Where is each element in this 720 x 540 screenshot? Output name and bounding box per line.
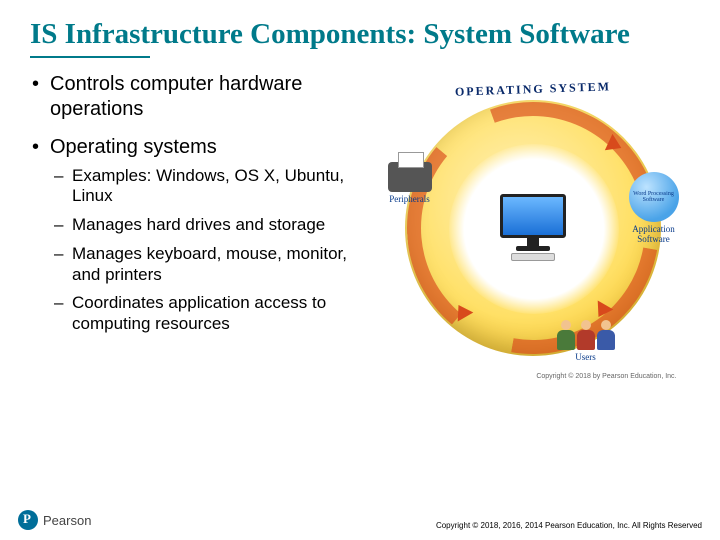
node-peripherals: Peripherals [375,162,445,204]
footer: Pearson Copyright © 2018, 2016, 2014 Pea… [0,510,720,530]
diagram-column: OPERATING SYSTEM Peripherals Word Proces… [375,72,690,378]
slide-title: IS Infrastructure Components: System Sof… [0,0,720,56]
sub-bullet-item: Examples: Windows, OS X, Ubuntu, Linux [50,166,375,207]
monitor-icon [495,194,571,262]
pearson-logo: Pearson [18,510,91,530]
sub-bullet-list: Examples: Windows, OS X, Ubuntu, Linux M… [50,166,375,335]
users-icon [557,308,615,350]
sub-bullet-item: Manages hard drives and storage [50,215,375,236]
node-users: Users [551,308,621,362]
title-underline [30,56,150,58]
bullet-item: Operating systems Examples: Windows, OS … [30,135,375,335]
diagram-copyright: Copyright © 2018 by Pearson Education, I… [536,373,676,380]
os-arc-label: OPERATING SYSTEM [432,79,632,101]
footer-copyright: Copyright © 2018, 2016, 2014 Pearson Edu… [436,521,702,530]
content-row: Controls computer hardware operations Op… [0,72,720,378]
text-column: Controls computer hardware operations Op… [30,72,375,378]
node-label: Peripherals [375,194,445,204]
node-application: Word Processing Software Application Sof… [619,172,689,244]
bullet-list: Controls computer hardware operations Op… [30,72,375,334]
app-sphere-icon: Word Processing Software [629,172,679,222]
bullet-item: Controls computer hardware operations [30,72,375,121]
pearson-wordmark: Pearson [43,513,91,528]
bullet-text: Operating systems [50,136,217,158]
sub-bullet-item: Coordinates application access to comput… [50,293,375,334]
pearson-badge-icon [18,510,38,530]
node-label: Users [551,352,621,362]
sub-bullet-item: Manages keyboard, mouse, monitor, and pr… [50,244,375,285]
os-diagram: OPERATING SYSTEM Peripherals Word Proces… [383,78,683,378]
printer-icon [388,162,432,192]
node-label: Application Software [619,224,689,244]
